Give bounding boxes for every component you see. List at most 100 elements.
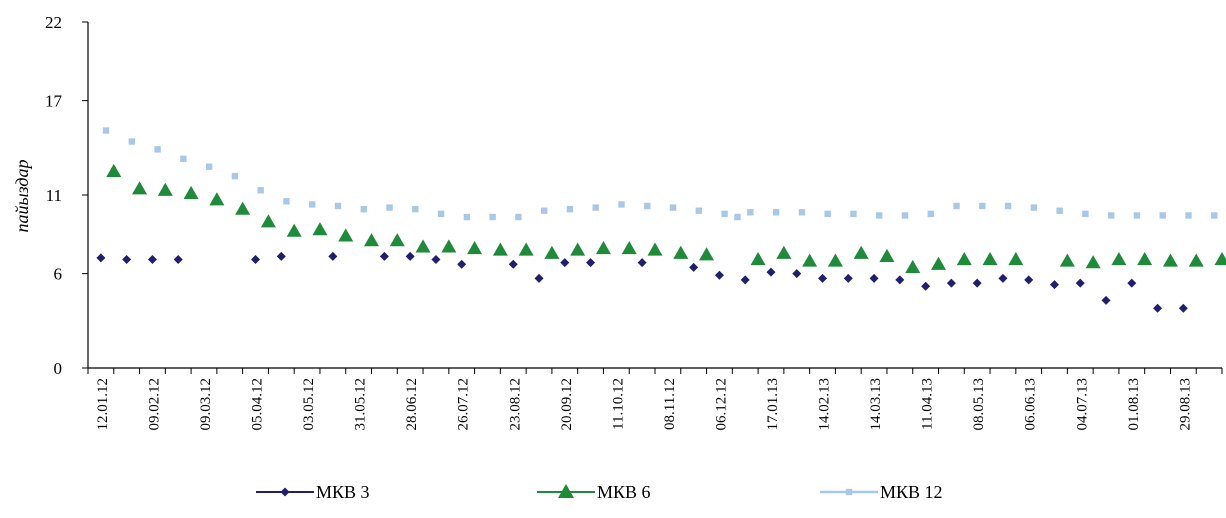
legend: МКВ 3 МКВ 6 МКВ 12 bbox=[256, 482, 943, 502]
data-point bbox=[257, 187, 264, 194]
data-point bbox=[276, 251, 286, 261]
data-point bbox=[515, 213, 522, 221]
y-tick-label: 11 bbox=[46, 186, 62, 205]
data-point bbox=[843, 273, 853, 283]
data-point bbox=[766, 267, 776, 277]
x-tick-label: 11.10.12 bbox=[610, 378, 626, 430]
data-point bbox=[776, 245, 792, 259]
data-point bbox=[463, 213, 471, 221]
data-point bbox=[560, 258, 570, 268]
data-point bbox=[956, 251, 972, 266]
y-tick-label: 17 bbox=[45, 92, 63, 111]
data-point bbox=[953, 202, 960, 210]
data-point bbox=[457, 259, 467, 269]
series-1 bbox=[96, 251, 1188, 313]
data-point bbox=[122, 254, 132, 264]
data-point bbox=[1030, 204, 1038, 211]
data-point bbox=[312, 222, 328, 236]
data-point bbox=[946, 278, 956, 288]
data-point bbox=[998, 273, 1008, 283]
data-point bbox=[132, 181, 148, 195]
data-point bbox=[818, 273, 828, 283]
legend-label: МКВ 12 bbox=[880, 482, 943, 502]
data-point bbox=[689, 262, 699, 272]
x-tick-label: 09.02.12 bbox=[146, 378, 162, 431]
data-point bbox=[931, 256, 946, 270]
data-point bbox=[1049, 280, 1059, 290]
data-point bbox=[518, 242, 534, 256]
data-point bbox=[534, 273, 544, 283]
data-point bbox=[1162, 253, 1178, 267]
data-point bbox=[972, 278, 982, 288]
legend-item: МКВ 3 bbox=[256, 482, 370, 502]
data-point bbox=[1214, 251, 1226, 266]
data-point bbox=[389, 233, 405, 247]
data-point bbox=[699, 247, 715, 261]
data-point bbox=[905, 259, 921, 273]
data-point bbox=[714, 270, 724, 280]
data-point bbox=[1188, 253, 1204, 267]
series-2 bbox=[106, 163, 1226, 273]
x-tick-label: 14.03.13 bbox=[868, 378, 884, 431]
x-tick-label: 08.05.13 bbox=[971, 378, 987, 431]
y-axis-label: пайыздар bbox=[12, 159, 32, 232]
data-point bbox=[183, 185, 199, 200]
data-point bbox=[1004, 202, 1012, 210]
data-point bbox=[441, 239, 457, 253]
x-tick-label: 20.09.12 bbox=[559, 378, 575, 431]
legend-marker bbox=[845, 488, 853, 496]
legend-marker bbox=[558, 484, 574, 498]
legend-label: МКВ 6 bbox=[597, 482, 651, 502]
data-point bbox=[102, 127, 110, 134]
data-point bbox=[106, 163, 122, 178]
data-point bbox=[338, 228, 354, 242]
x-ticks: 12.01.12 09.02.12 09.03.12 05.04.12 03.05.12… bbox=[87, 368, 1223, 431]
data-point bbox=[157, 182, 173, 196]
x-tick-label: 06.06.13 bbox=[1023, 378, 1039, 431]
data-point bbox=[286, 223, 302, 237]
x-tick-label: 17.01.13 bbox=[765, 378, 781, 431]
data-point bbox=[489, 213, 496, 221]
data-point bbox=[895, 275, 905, 285]
data-point bbox=[734, 213, 741, 221]
data-point bbox=[379, 251, 389, 261]
data-point bbox=[1056, 207, 1063, 214]
data-point bbox=[618, 201, 625, 208]
y-tick-label: 0 bbox=[54, 359, 63, 378]
data-point bbox=[850, 210, 857, 218]
x-tick-label: 12.01.12 bbox=[95, 378, 111, 431]
data-point bbox=[154, 146, 161, 153]
data-point bbox=[1085, 255, 1101, 269]
data-point bbox=[1211, 212, 1218, 219]
data-point bbox=[209, 192, 225, 206]
data-point bbox=[1024, 275, 1034, 285]
x-tick-label: 14.02.13 bbox=[817, 378, 833, 431]
data-point bbox=[747, 209, 754, 216]
data-point bbox=[927, 210, 934, 218]
x-tick-label: 26.07.12 bbox=[456, 378, 472, 431]
y-tick-label: 6 bbox=[54, 265, 63, 284]
data-point bbox=[540, 207, 548, 214]
data-point bbox=[544, 245, 560, 259]
data-point bbox=[205, 163, 213, 170]
data-point bbox=[231, 172, 239, 180]
data-point bbox=[1082, 210, 1089, 218]
legend-marker bbox=[280, 487, 290, 497]
data-point bbox=[251, 254, 261, 264]
data-point bbox=[621, 240, 637, 255]
data-point bbox=[492, 242, 508, 256]
data-point bbox=[437, 210, 445, 218]
x-tick-label: 23.08.12 bbox=[507, 378, 523, 431]
data-point bbox=[869, 273, 879, 283]
data-point bbox=[647, 242, 663, 256]
data-point bbox=[283, 198, 290, 205]
data-point bbox=[147, 254, 157, 264]
x-tick-label: 08.11.12 bbox=[662, 378, 678, 430]
data-point bbox=[695, 207, 703, 214]
data-point bbox=[879, 248, 895, 262]
data-point bbox=[386, 204, 393, 211]
data-point bbox=[824, 210, 831, 218]
data-point bbox=[1133, 212, 1141, 219]
x-tick-label: 31.05.12 bbox=[353, 378, 369, 431]
series-3 bbox=[102, 127, 1218, 221]
